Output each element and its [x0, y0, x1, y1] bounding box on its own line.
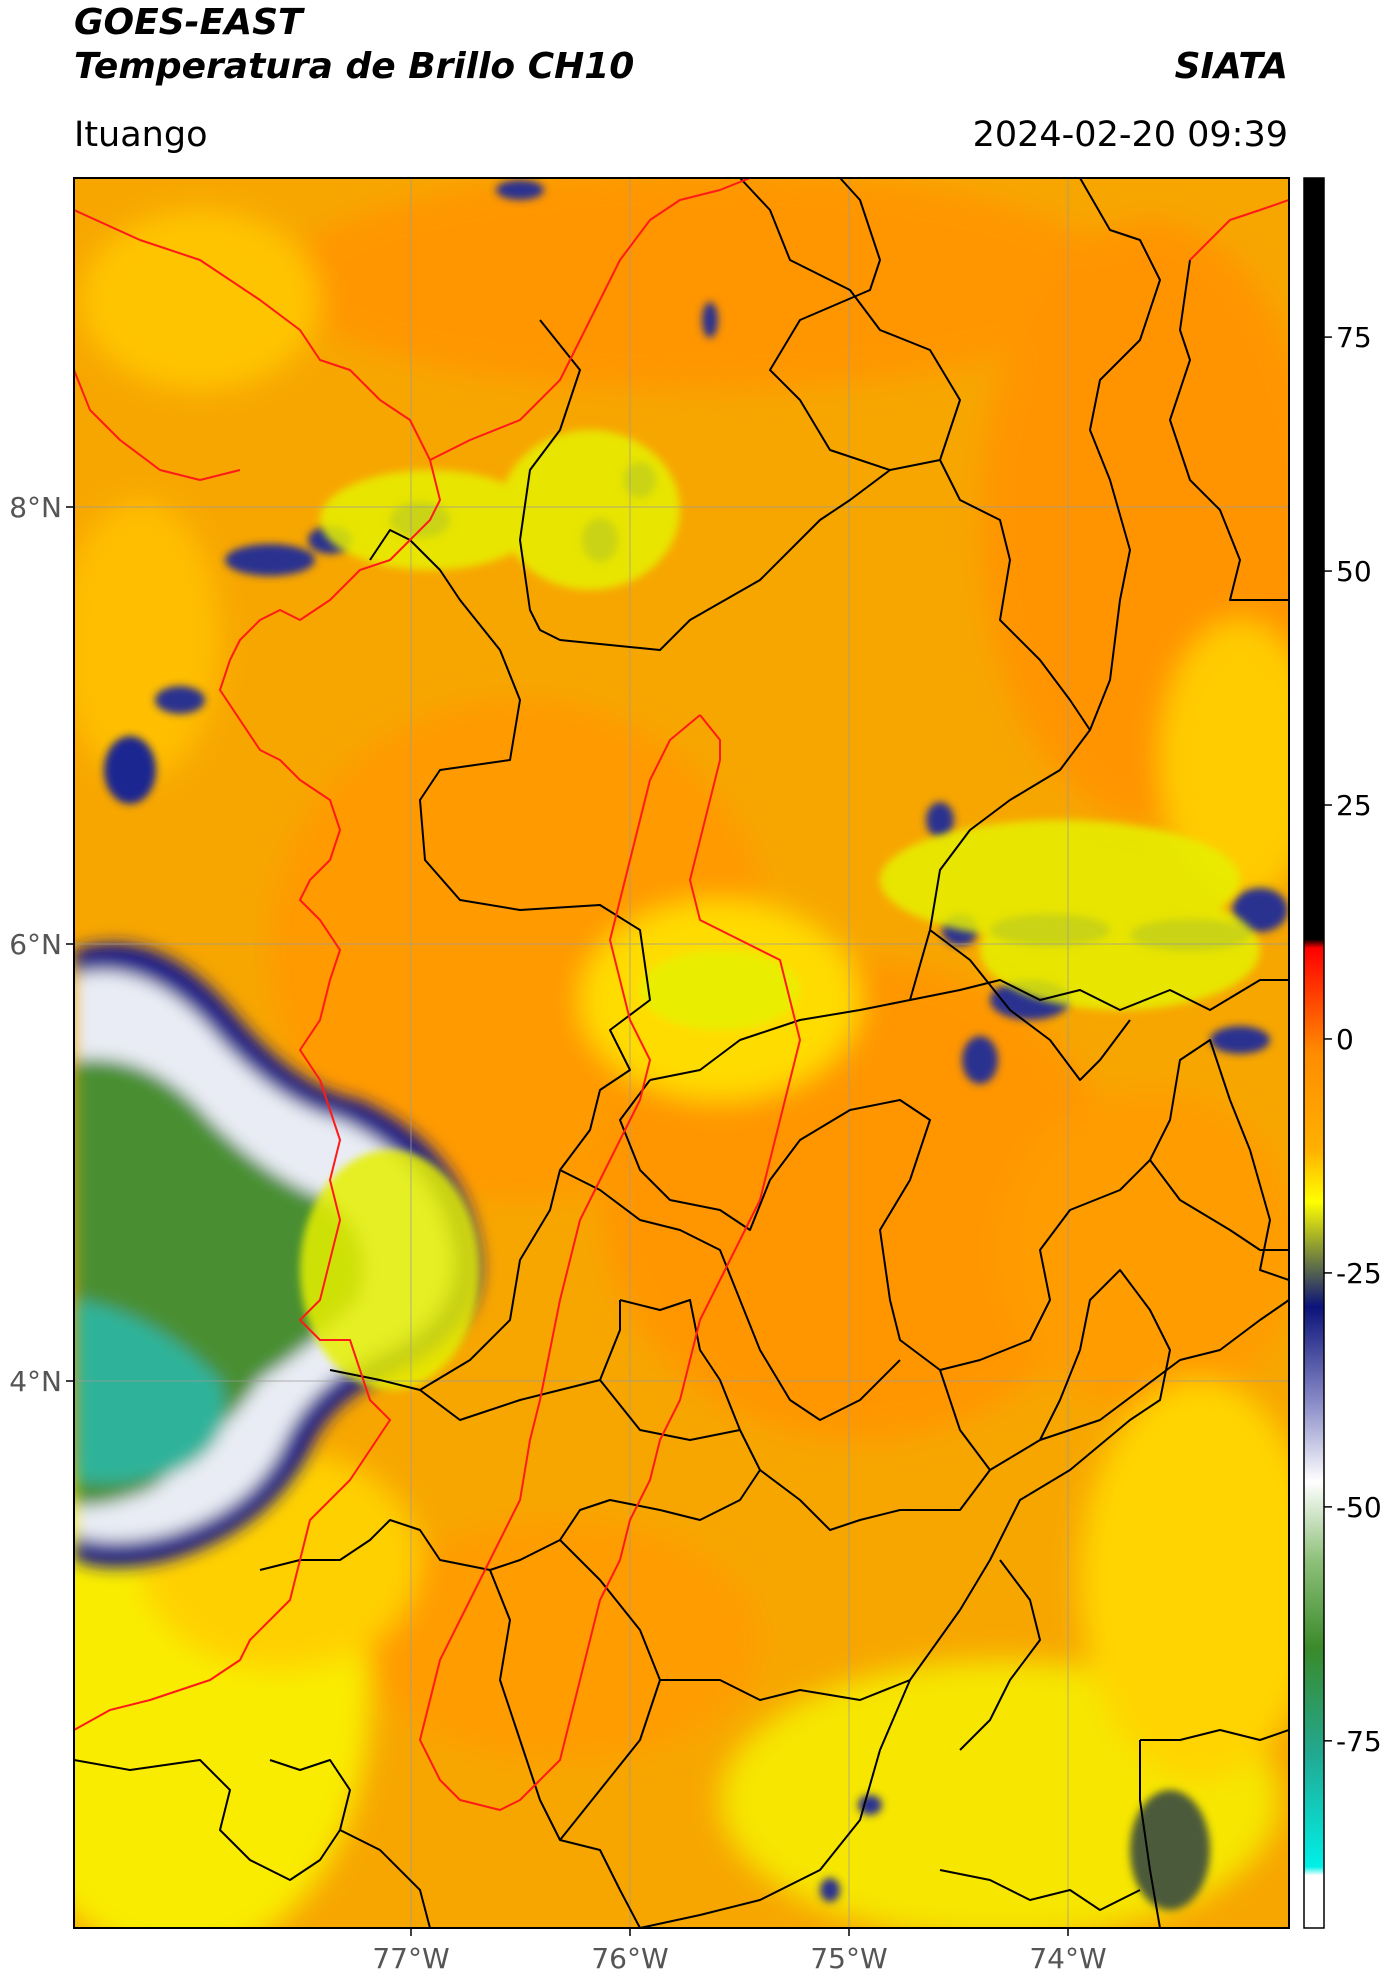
colorbar-tick-label: 50 — [1336, 555, 1372, 588]
colorbar — [1303, 177, 1325, 1929]
colorbar-ticks: 75 50 25 0 -25 -50 -75 — [1324, 321, 1382, 1758]
colorbar-tick-label: 25 — [1336, 789, 1372, 822]
coastline-and-basin — [74, 178, 1289, 1811]
satellite-title: GOES-EAST — [74, 2, 303, 43]
colorbar-tick-label: -50 — [1336, 1491, 1382, 1524]
product-title: Temperatura de Brillo CH10 — [74, 46, 635, 87]
lon-tick-label: 77°W — [372, 1942, 449, 1975]
map-frame — [73, 177, 1290, 1929]
lon-tick-label: 74°W — [1029, 1942, 1106, 1975]
datetime-label: 2024-02-20 09:39 — [972, 115, 1288, 155]
longitude-axis: 77°W 76°W 75°W 74°W — [372, 1928, 1107, 1975]
political-borders — [74, 178, 1289, 1928]
region-label: Ituango — [74, 115, 208, 155]
gridlines — [74, 178, 1289, 1928]
brightness-temperature-field — [74, 178, 1289, 1928]
colorbar-tick-label: 0 — [1336, 1023, 1354, 1056]
lat-tick-label: 6°N — [9, 928, 62, 961]
lon-tick-label: 76°W — [591, 1942, 668, 1975]
organization-label: SIATA — [1174, 46, 1288, 87]
lon-tick-label: 75°W — [810, 1942, 887, 1975]
lat-tick-label: 4°N — [9, 1365, 62, 1398]
colorbar-tick-label: -25 — [1336, 1257, 1382, 1290]
lat-tick-label: 8°N — [9, 491, 62, 524]
colorbar-tick-label: 75 — [1336, 321, 1372, 354]
latitude-axis: 8°N 6°N 4°N — [9, 491, 74, 1398]
colorbar-tick-label: -75 — [1336, 1725, 1382, 1758]
